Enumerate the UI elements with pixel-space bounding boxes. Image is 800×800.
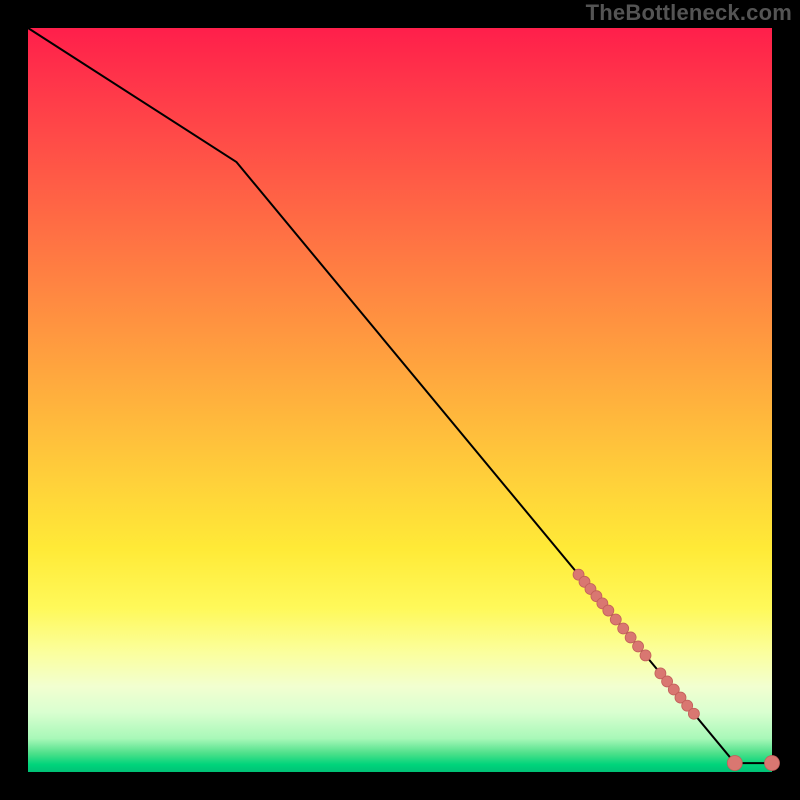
data-marker [765,756,780,771]
chart-stage: TheBottleneck.com [0,0,800,800]
data-marker [610,614,621,625]
plot-background [28,28,772,772]
watermark-text: TheBottleneck.com [586,0,792,26]
data-marker [633,641,644,652]
data-marker [603,605,614,616]
data-marker [688,708,699,719]
data-marker [618,623,629,634]
data-marker [727,756,742,771]
bottleneck-chart [0,0,800,800]
data-marker [625,632,636,643]
data-marker [640,650,651,661]
